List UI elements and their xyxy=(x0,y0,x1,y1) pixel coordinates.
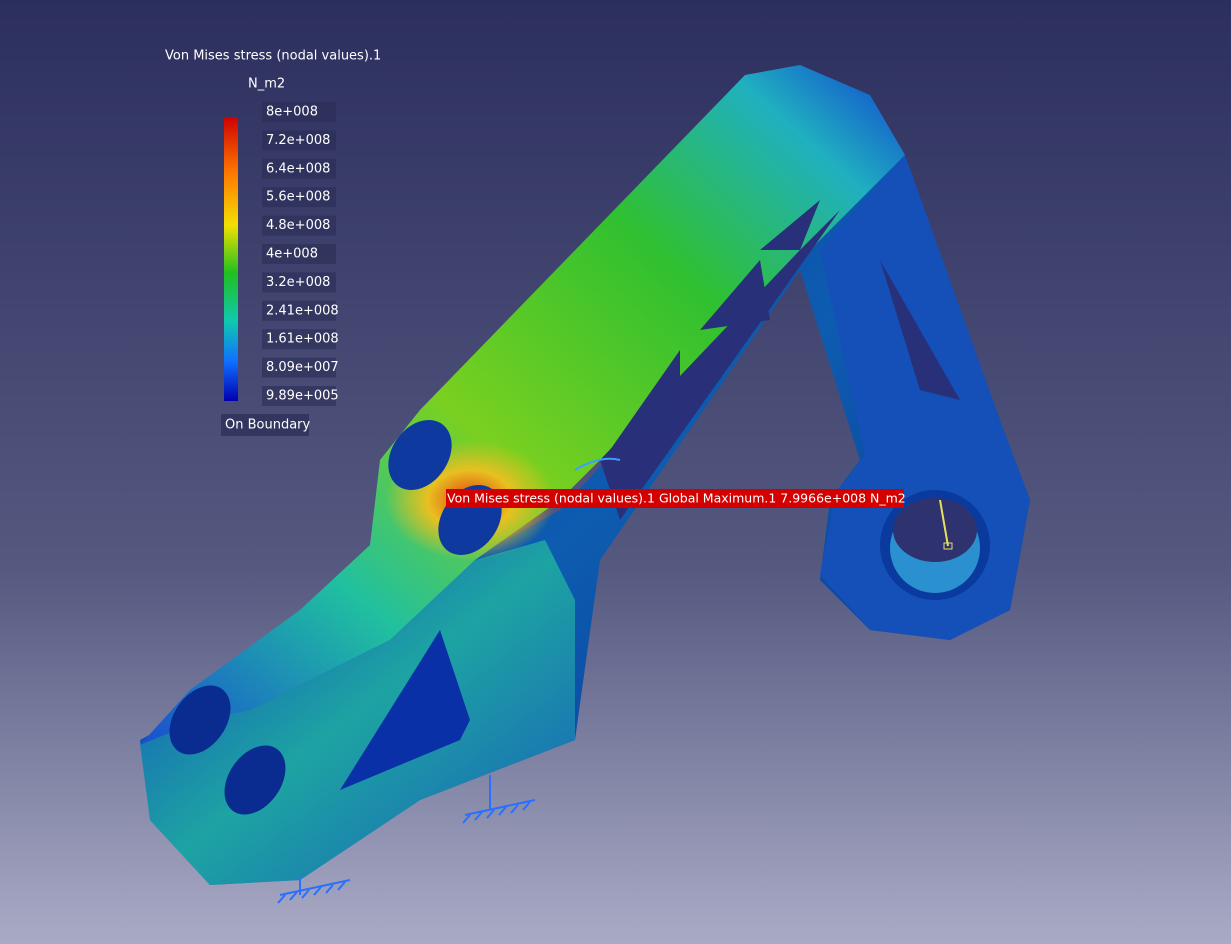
pointer-marker xyxy=(943,542,953,550)
footer-box xyxy=(221,414,309,436)
scale-label: 4e+008 xyxy=(266,247,318,262)
scale-label-box xyxy=(262,130,336,151)
scale-label: 4.8e+008 xyxy=(266,218,330,233)
scale-label-box xyxy=(262,158,336,179)
ground-constraint xyxy=(277,457,621,904)
scale-label-box xyxy=(262,300,336,321)
scale-label: 9.89e+005 xyxy=(266,389,339,404)
scale-label-box xyxy=(262,329,336,350)
scale-label: 8.09e+007 xyxy=(266,360,339,375)
legend-footer: On Boundary xyxy=(225,418,311,433)
color-scale xyxy=(224,117,238,401)
scale-label: 3.2e+008 xyxy=(266,275,330,290)
scale-label-box xyxy=(262,187,336,208)
annotation-box xyxy=(446,489,904,508)
legend-unit: N_m2 xyxy=(248,77,285,92)
legend-title: Von Mises stress (nodal values).1 xyxy=(165,49,381,64)
scale-label: 1.61e+008 xyxy=(266,332,339,347)
annotation: Von Mises stress (nodal values).1 Global… xyxy=(447,491,906,506)
legend: Von Mises stress (nodal values).1 N_m2 O… xyxy=(165,49,381,436)
scale-label-box xyxy=(262,102,336,122)
scale-label: 8e+008 xyxy=(266,105,318,120)
scale-label: 6.4e+008 xyxy=(266,161,330,176)
scale-label: 2.41e+008 xyxy=(266,303,339,318)
pointer-line xyxy=(939,499,949,547)
scale-label-box xyxy=(262,357,336,378)
scale-label-box xyxy=(262,215,336,236)
scale-label-box xyxy=(262,386,336,406)
scale-label-box xyxy=(262,244,336,264)
scale-label: 7.2e+008 xyxy=(266,133,330,148)
scale-label-box xyxy=(262,272,336,293)
part-model xyxy=(140,65,1030,885)
scale-label: 5.6e+008 xyxy=(266,190,330,205)
